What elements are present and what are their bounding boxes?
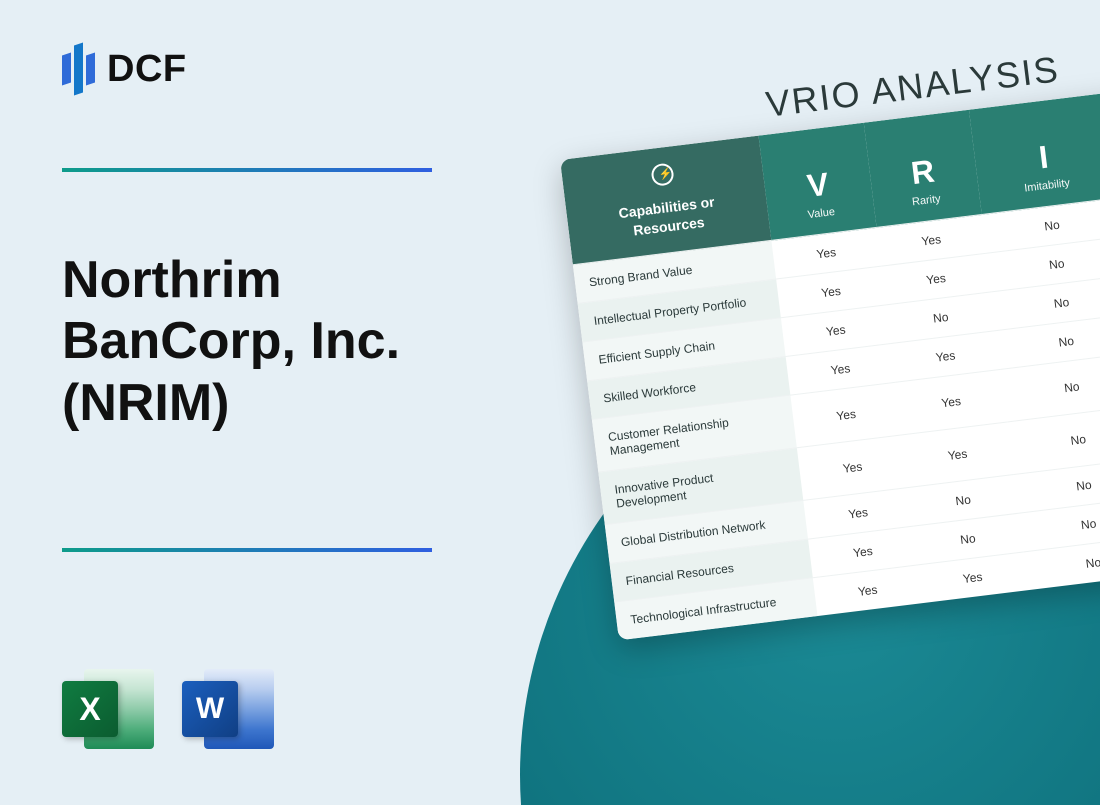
app-icons-row: X W	[62, 663, 274, 755]
lightbulb-icon	[650, 162, 675, 187]
dcf-logo: DCF	[62, 44, 187, 94]
vrio-table-card: Capabilities or Resources V Value R Rari…	[560, 82, 1100, 640]
excel-icon: X	[62, 663, 154, 755]
logo-text: DCF	[107, 48, 187, 91]
logo-bars-icon	[62, 44, 95, 94]
divider-bottom	[62, 548, 432, 552]
vrio-th-value: V Value	[759, 123, 877, 241]
infographic-canvas: DCF Northrim BanCorp, Inc. (NRIM) X W VR…	[0, 0, 1100, 805]
vrio-th-rarity: R Rarity	[864, 110, 982, 228]
vrio-th-imitability: I Imitability	[968, 93, 1100, 214]
page-title: Northrim BanCorp, Inc. (NRIM)	[62, 250, 502, 434]
divider-top	[62, 168, 432, 172]
word-letter: W	[182, 681, 238, 737]
vrio-table: Capabilities or Resources V Value R Rari…	[560, 82, 1100, 640]
excel-letter: X	[62, 681, 118, 737]
word-icon: W	[182, 663, 274, 755]
